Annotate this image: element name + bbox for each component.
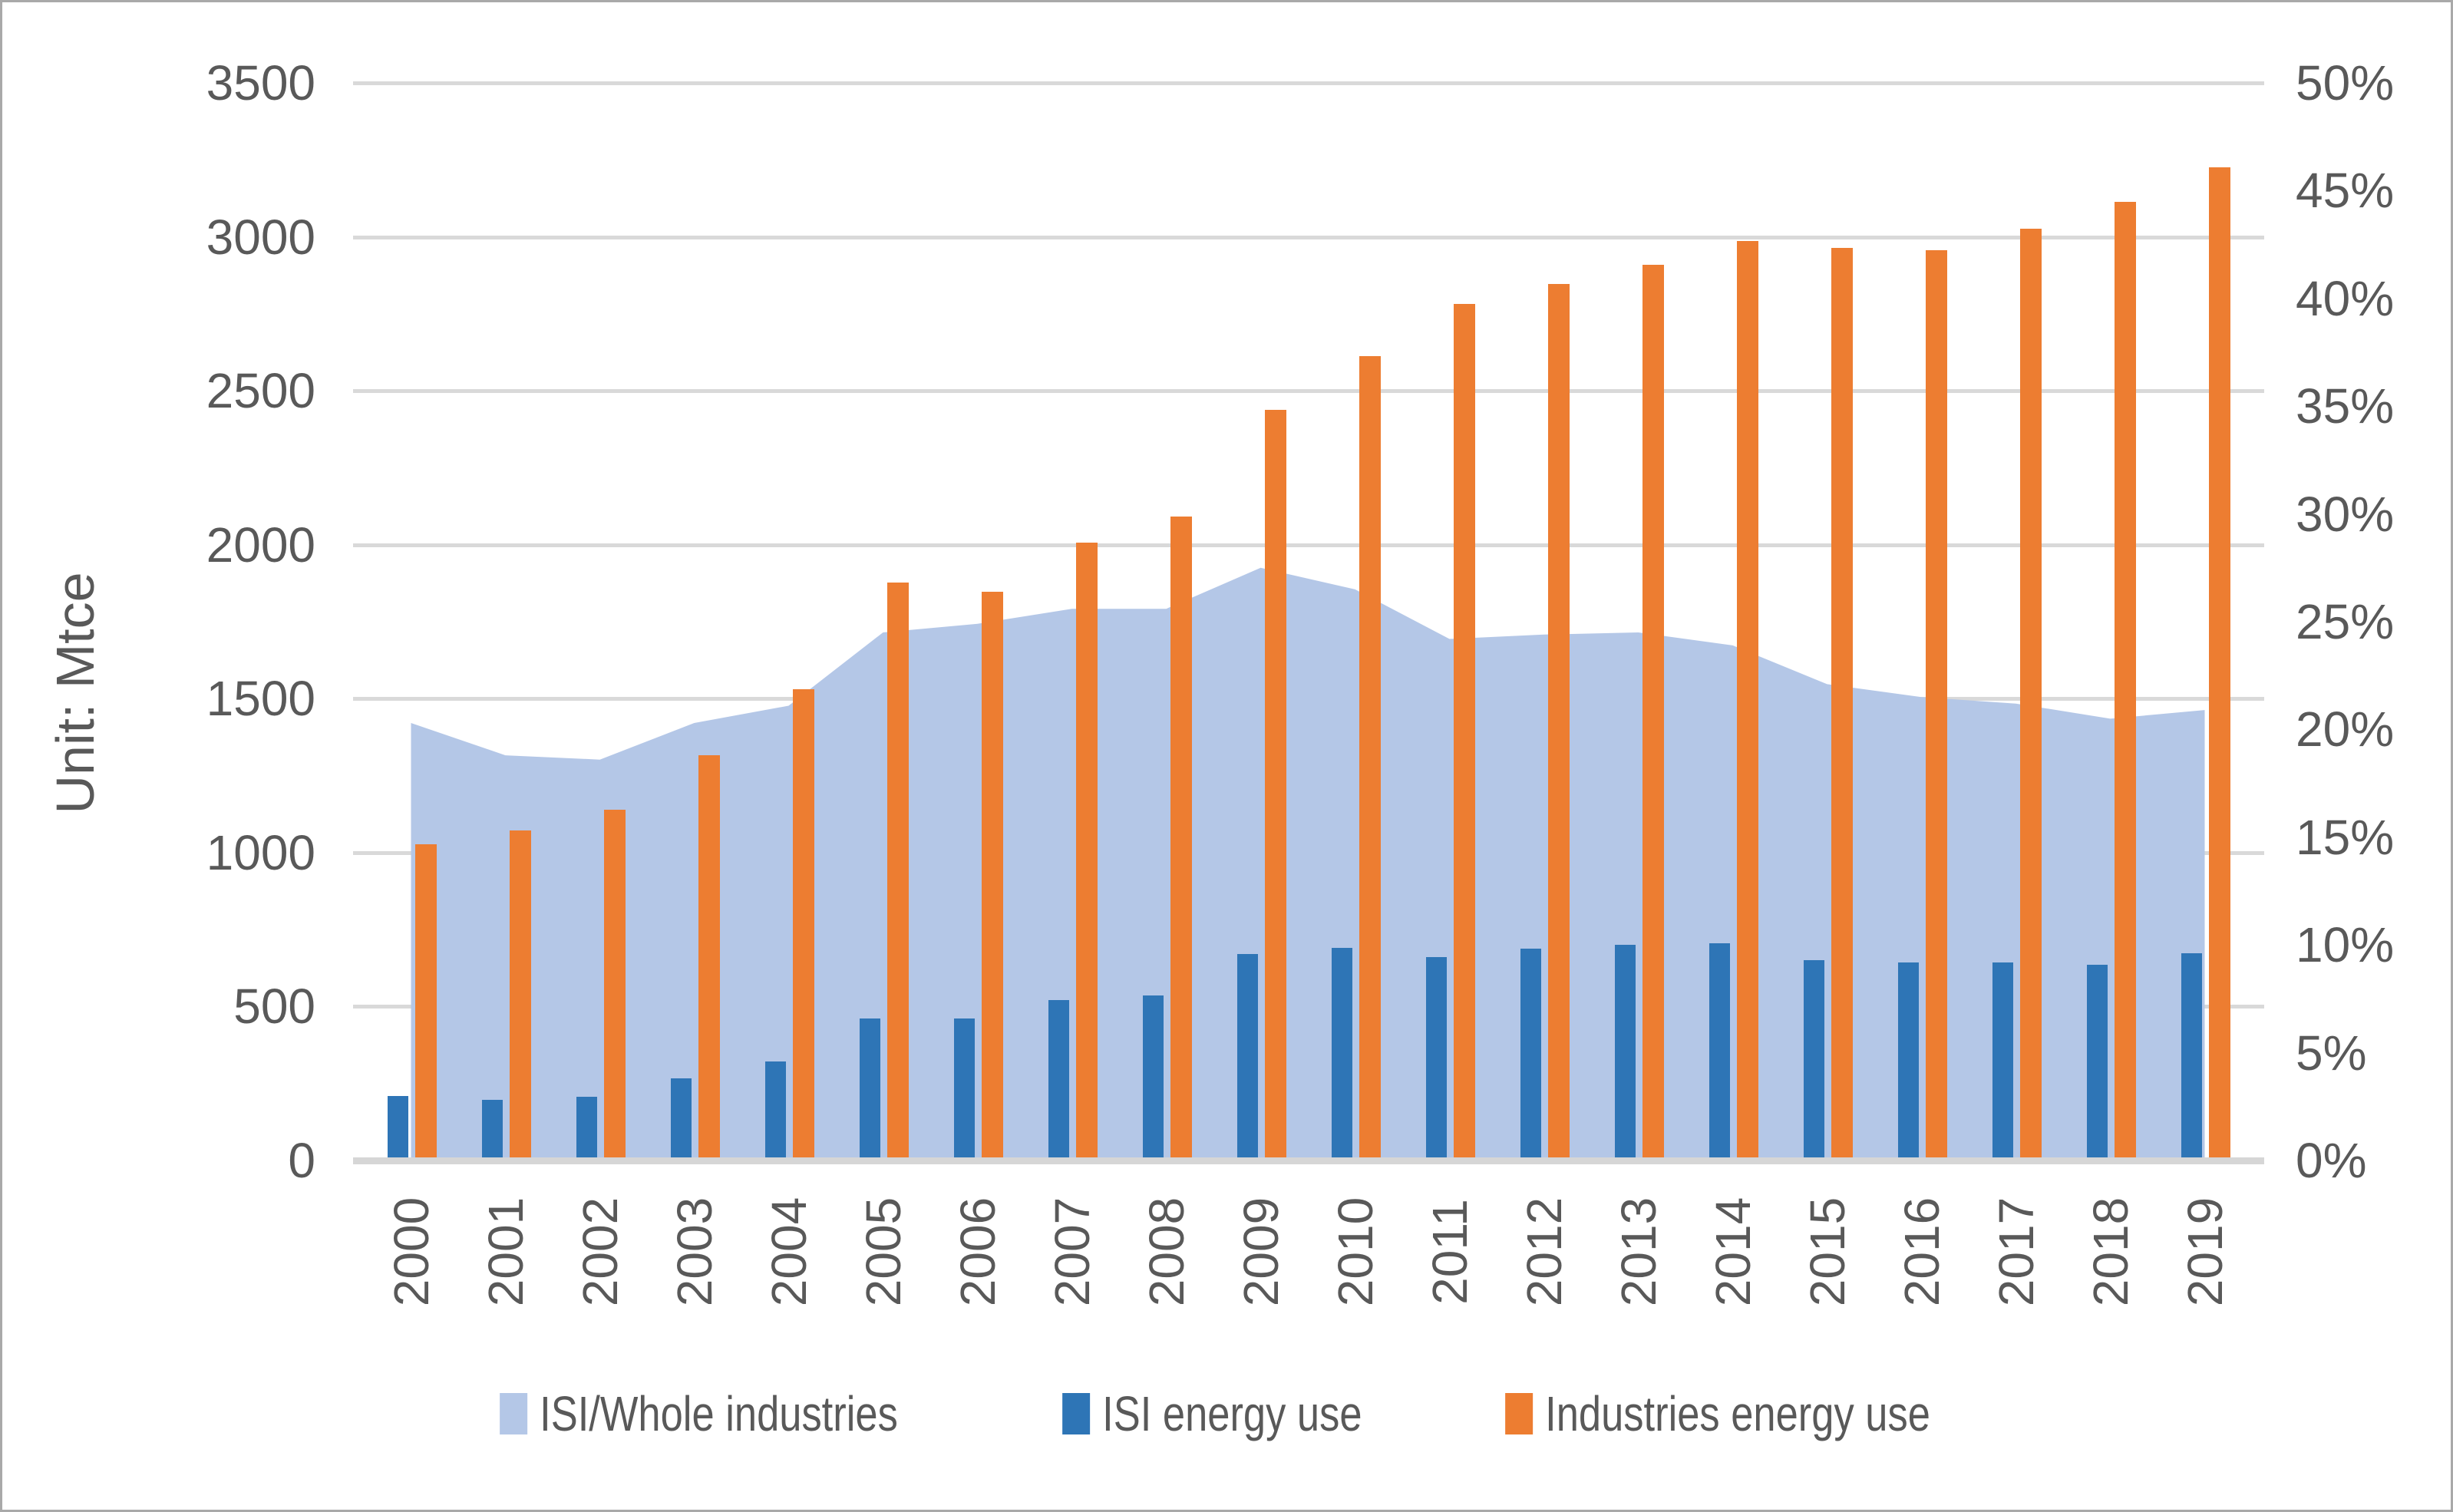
legend-label: ISI energy use [1102, 1386, 1362, 1441]
year-label-2006: 2006 [949, 1197, 1005, 1307]
right-axis-tick: 25% [2296, 594, 2395, 649]
year-label-2016: 2016 [1893, 1197, 1950, 1307]
right-axis-tick: 35% [2296, 378, 2395, 434]
isi-energy-bar-2004 [764, 1061, 786, 1160]
right-axis-tick: 10% [2296, 917, 2395, 973]
left-axis-tick: 1500 [206, 671, 315, 727]
year-label-2018: 2018 [2082, 1197, 2138, 1307]
year-label-2010: 2010 [1327, 1197, 1383, 1307]
year-label-2009: 2009 [1233, 1197, 1289, 1307]
legend-label: Industries energy use [1544, 1386, 1930, 1441]
left-axis-tick: 0 [288, 1133, 315, 1188]
year-label-2000: 2000 [383, 1197, 439, 1307]
year-label-2011: 2011 [1421, 1199, 1477, 1305]
isi-energy-bar-2017 [1992, 962, 2013, 1160]
legend-item-isi-energy: ISI energy use [1062, 1385, 1419, 1442]
legend-swatch-icon [1504, 1393, 1533, 1434]
industries-energy-bar-2001 [509, 830, 531, 1160]
legend-label: ISI/Whole industries [540, 1386, 898, 1441]
year-label-2002: 2002 [572, 1197, 628, 1307]
isi-energy-bar-2013 [1614, 945, 1636, 1160]
year-label-2013: 2013 [1610, 1197, 1666, 1307]
industries-energy-bar-2015 [1831, 248, 1853, 1160]
right-axis-tick: 30% [2296, 486, 2395, 542]
right-axis-tick: 15% [2296, 809, 2395, 865]
legend: ISI/Whole industries ISI energy use Indust… [500, 1385, 2015, 1442]
right-axis-tick: 40% [2296, 270, 2395, 326]
isi-energy-bar-2015 [1803, 960, 1824, 1160]
industries-energy-bar-2008 [1170, 516, 1192, 1160]
isi-energy-bar-2002 [576, 1097, 597, 1160]
isi-energy-bar-2011 [1425, 956, 1447, 1160]
isi-energy-bar-2012 [1520, 949, 1541, 1160]
industries-energy-bar-2014 [1736, 240, 1758, 1160]
industries-energy-bar-2009 [1264, 410, 1286, 1160]
right-axis-tick: 5% [2296, 1025, 2367, 1081]
isi-energy-bar-2003 [670, 1078, 692, 1160]
industries-energy-bar-2006 [981, 592, 1003, 1160]
legend-swatch-icon [500, 1393, 528, 1434]
left-axis-tick: 2000 [206, 517, 315, 573]
isi-energy-bar-2010 [1331, 948, 1352, 1160]
isi-energy-bar-2005 [859, 1018, 880, 1160]
gridline-2500 [353, 389, 2264, 394]
legend-item-isi-share: ISI/Whole industries [500, 1385, 976, 1442]
right-axis-tick: 0% [2296, 1133, 2367, 1188]
gridline-3500 [353, 81, 2264, 85]
year-label-2014: 2014 [1705, 1197, 1761, 1307]
gridline-3000 [353, 235, 2264, 239]
industries-energy-bar-2011 [1453, 304, 1475, 1160]
isi-energy-bar-2009 [1236, 954, 1258, 1160]
legend-swatch-icon [1062, 1393, 1091, 1434]
year-label-2007: 2007 [1044, 1197, 1100, 1307]
industries-energy-bar-2002 [603, 810, 626, 1160]
isi-energy-bar-2007 [1048, 1000, 1069, 1160]
year-label-2005: 2005 [855, 1197, 911, 1307]
year-label-2008: 2008 [1138, 1197, 1194, 1307]
x-axis-line [353, 1157, 2264, 1164]
year-label-2003: 2003 [666, 1197, 722, 1307]
industries-energy-bar-2004 [792, 689, 814, 1160]
isi-energy-bar-2006 [953, 1018, 975, 1160]
year-label-2001: 2001 [477, 1197, 533, 1307]
year-label-2019: 2019 [2177, 1197, 2233, 1307]
right-axis-tick: 20% [2296, 702, 2395, 758]
left-axis-tick: 2500 [206, 363, 315, 419]
left-axis-tick: 1000 [206, 824, 315, 880]
right-axis-tick: 45% [2296, 163, 2395, 219]
right-axis-tick: 50% [2296, 55, 2395, 111]
industries-energy-bar-2018 [2114, 202, 2136, 1160]
isi-energy-bar-2008 [1142, 995, 1164, 1160]
industries-energy-bar-2012 [1547, 283, 1570, 1160]
isi-energy-bar-2018 [2086, 964, 2108, 1160]
left-axis-title: Unit: Mtce [45, 572, 105, 814]
industries-energy-bar-2010 [1359, 356, 1381, 1160]
gridline-2000 [353, 543, 2264, 547]
left-axis-tick: 500 [233, 979, 315, 1035]
isi-energy-bar-2001 [481, 1099, 503, 1160]
left-axis-tick: 3000 [206, 209, 315, 265]
industries-energy-bar-2013 [1642, 265, 1664, 1160]
industries-energy-bar-2003 [698, 755, 720, 1160]
left-axis-tick: 3500 [206, 55, 315, 111]
year-label-2012: 2012 [1516, 1197, 1572, 1307]
legend-item-industries-energy: Industries energy use [1504, 1385, 2015, 1442]
isi-energy-bar-2014 [1709, 943, 1730, 1160]
isi-energy-bar-2016 [1897, 962, 1919, 1160]
industries-energy-bar-2017 [2019, 228, 2042, 1160]
year-label-2004: 2004 [761, 1197, 817, 1307]
isi-energy-bar-2019 [2181, 953, 2202, 1160]
isi-energy-bar-2000 [387, 1095, 408, 1160]
industries-energy-bar-2005 [886, 583, 909, 1160]
industries-energy-bar-2007 [1075, 543, 1098, 1160]
industries-energy-bar-2019 [2208, 167, 2230, 1160]
year-label-2015: 2015 [1799, 1197, 1855, 1307]
industries-energy-bar-2016 [1925, 249, 1947, 1160]
year-label-2017: 2017 [1988, 1197, 2044, 1307]
industries-energy-bar-2000 [414, 844, 437, 1160]
